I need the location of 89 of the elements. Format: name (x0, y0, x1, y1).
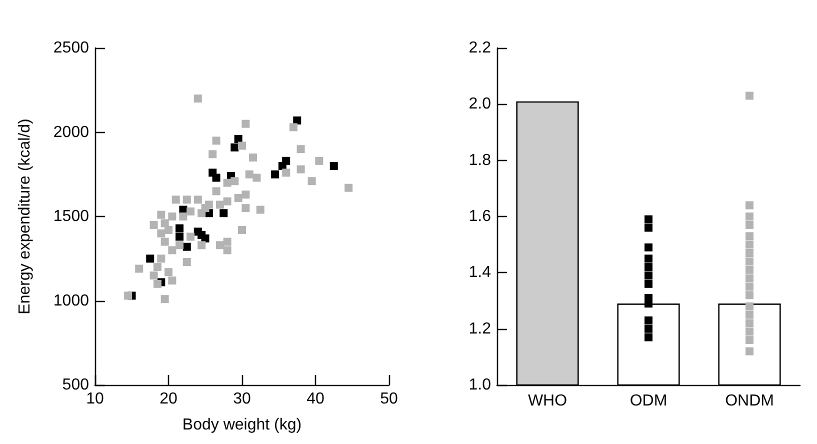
x-axis-title: Body weight (kg) (182, 416, 302, 434)
point (157, 254, 166, 263)
y-tick-label: 2.0 (468, 96, 492, 113)
point (135, 264, 144, 273)
point (146, 254, 154, 263)
point (186, 232, 195, 241)
point (223, 197, 232, 206)
y-tick-label: 1500 (53, 208, 90, 225)
point (308, 177, 316, 186)
point (168, 212, 176, 220)
point (216, 241, 224, 250)
point (194, 94, 202, 103)
point (344, 184, 353, 192)
point (230, 143, 239, 152)
point (176, 241, 184, 250)
point (212, 136, 220, 145)
point (164, 226, 172, 234)
point (153, 263, 162, 272)
point (182, 196, 191, 204)
point (160, 219, 169, 228)
y-tick-label: 2.2 (468, 40, 492, 56)
y-tick-label: 1.8 (468, 152, 492, 169)
point (150, 220, 158, 229)
y-tick-label: 1.2 (468, 320, 492, 338)
point (238, 142, 246, 150)
point (220, 209, 228, 218)
point (160, 238, 169, 246)
x-tick-label: 30 (233, 390, 251, 408)
point (204, 200, 213, 209)
point (212, 174, 220, 182)
point (242, 204, 250, 212)
y-tick-label: 1.0 (468, 376, 492, 394)
point (242, 120, 250, 128)
point (242, 190, 250, 199)
point (238, 226, 246, 234)
point (271, 170, 280, 178)
point (153, 280, 162, 288)
x-tick-label: WHO (528, 392, 568, 410)
point (179, 212, 188, 220)
y-tick-label: 1.4 (468, 264, 492, 282)
point (208, 150, 217, 158)
point (282, 168, 290, 177)
point (282, 156, 290, 165)
point (256, 206, 264, 214)
x-tick-label: 10 (86, 390, 104, 408)
point (249, 154, 258, 162)
point (168, 246, 176, 254)
point (186, 207, 195, 216)
point (150, 271, 158, 280)
point (223, 246, 232, 254)
point (223, 238, 232, 246)
point (198, 209, 206, 218)
point (182, 258, 191, 266)
y-tick-label: 500 (62, 376, 90, 394)
point (216, 200, 224, 209)
x-tick-label: ONDM (725, 392, 774, 410)
x-tick-label: 40 (306, 390, 324, 408)
point (296, 145, 305, 154)
point (315, 156, 324, 165)
point (198, 241, 206, 250)
x-tick-label: 50 (380, 390, 398, 408)
y-tick-label: 1000 (53, 292, 90, 310)
point (201, 234, 210, 242)
point (234, 194, 242, 202)
y-tick-label: 2500 (53, 40, 90, 56)
point (182, 242, 191, 251)
x-tick-label: 20 (160, 390, 178, 408)
x-tick-label: ODM (630, 392, 668, 410)
point (168, 276, 176, 285)
point (157, 210, 166, 219)
point (245, 170, 254, 178)
point (176, 232, 184, 241)
point (289, 123, 298, 132)
point (124, 292, 132, 300)
y-tick-label: 1.6 (468, 208, 492, 225)
point (230, 177, 239, 186)
point (296, 165, 305, 174)
point (212, 187, 220, 196)
point (194, 196, 202, 204)
point (172, 196, 180, 204)
y-axis-title: Energy expenditure (kcal/d) (16, 118, 34, 314)
point (157, 229, 166, 238)
point (164, 268, 172, 276)
point (176, 224, 184, 232)
point (160, 295, 169, 304)
point (252, 174, 261, 182)
point (223, 178, 232, 187)
point (330, 162, 338, 170)
y-tick-label: 2000 (53, 124, 90, 141)
